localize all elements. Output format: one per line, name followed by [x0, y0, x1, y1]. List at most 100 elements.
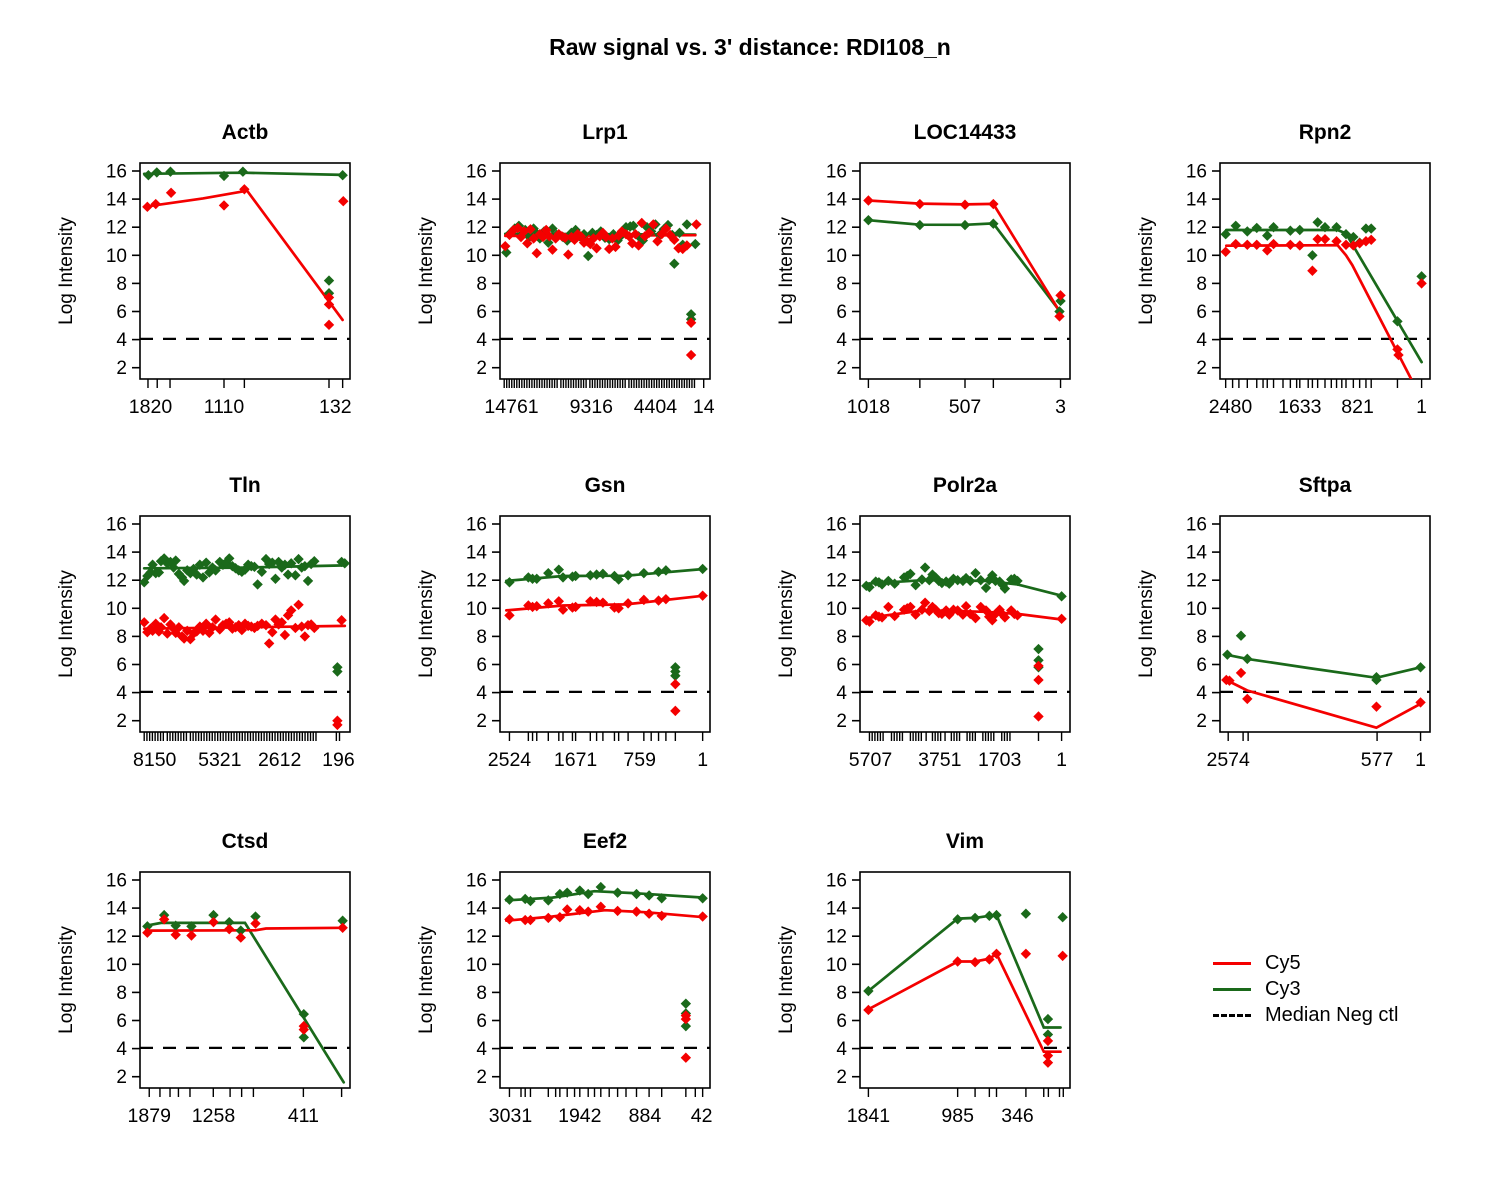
y-tick-label: 16 [106, 515, 127, 536]
y-tick-label: 12 [466, 571, 487, 592]
cy3-point [182, 565, 193, 576]
cy5-point [636, 217, 647, 229]
y-tick-label: 2 [1196, 358, 1207, 379]
y-tick-label: 10 [106, 955, 127, 976]
y-tick-label: 16 [1186, 515, 1207, 536]
y-tick-label: 8 [836, 274, 847, 295]
y-tick-label: 6 [836, 655, 847, 676]
cy5-point [531, 247, 542, 259]
cy3-point [276, 562, 287, 573]
y-tick-label: 12 [466, 218, 487, 239]
y-tick-label: 16 [826, 871, 847, 892]
plot-box [499, 515, 711, 733]
cy3-point [670, 670, 681, 681]
x-tick-label: 9316 [570, 396, 613, 418]
y-tick-label: 14 [466, 190, 488, 211]
y-tick-label: 12 [826, 927, 847, 948]
y-tick-label: 8 [116, 274, 127, 295]
panel-actb: Actb Log Intensity 2 4 6 8 10 12 14 16 1820 1110 132 [56, 121, 352, 418]
y-tick-label: 14 [106, 543, 128, 564]
cy5-point [988, 198, 999, 210]
cy3-point [1415, 662, 1426, 673]
cy3-point [218, 170, 230, 182]
panel-sftpa: Sftpa Log Intensity 2 4 6 8 10 12 14 16 2574 577 1 [1136, 474, 1431, 771]
plot-box [499, 162, 711, 380]
x-tick-label: 42 [691, 1105, 713, 1127]
cy5-point [944, 609, 955, 620]
cy5-point [914, 198, 926, 210]
cy5-point [150, 198, 161, 210]
cy3-point [504, 577, 515, 588]
y-tick-label: 12 [1186, 571, 1207, 592]
cy5-point [239, 618, 251, 629]
plot-box [499, 871, 711, 1089]
x-tick-label: 1 [1415, 749, 1426, 771]
panel-lrp1: Lrp1 Log Intensity 2 4 6 8 10 12 14 16 14761 9316 44… [416, 121, 715, 418]
cy3-point [680, 1020, 692, 1032]
x-tick-label: 196 [322, 749, 355, 771]
cy3-point [1262, 230, 1273, 241]
y-tick-label: 4 [116, 683, 127, 704]
cy3-point [1307, 250, 1318, 261]
y-tick-label: 4 [1196, 330, 1207, 351]
cy5-point [1057, 950, 1068, 962]
cy3-point [293, 553, 304, 565]
y-tick-label: 6 [476, 1011, 487, 1032]
y-tick-label: 16 [826, 515, 847, 536]
y-tick-label: 14 [1186, 190, 1208, 211]
y-tick-label: 8 [116, 983, 127, 1004]
legend-item-median-neg-ctl: Median Neg ctl [1213, 1002, 1398, 1028]
x-tick-label: 1841 [847, 1105, 890, 1127]
cy3-point [975, 575, 986, 586]
y-tick-label: 14 [106, 190, 128, 211]
cy3-point [578, 229, 590, 240]
plot-box [1219, 515, 1431, 733]
plot-box [859, 162, 1071, 380]
panel-loc14433: LOC14433 Log Intensity 2 4 6 8 10 12 14 16 1018 507… [776, 121, 1071, 418]
cy5-point [685, 317, 697, 328]
y-tick-label: 2 [476, 358, 487, 379]
y-tick-label: 2 [476, 1067, 487, 1088]
y-tick-label: 12 [106, 571, 127, 592]
y-tick-label: 2 [836, 1067, 847, 1088]
y-axis-label: Log Intensity [416, 926, 437, 1034]
x-tick-label: 1018 [847, 396, 890, 418]
cy3-point [197, 572, 209, 583]
median-neg-ctl-dash-swatch [1213, 1013, 1251, 1017]
cy3-point [170, 555, 181, 566]
panel-eef2: Eef2 Log Intensity 2 4 6 8 10 12 14 16 3031 1942 884… [416, 830, 713, 1127]
x-tick-label: 1879 [128, 1105, 171, 1127]
cy5-point [158, 612, 170, 624]
cy5-point [1033, 711, 1044, 722]
y-tick-label: 12 [106, 927, 127, 948]
cy5-point [1042, 1035, 1054, 1047]
x-tick-label: 2574 [1206, 749, 1250, 771]
plot-box [139, 162, 351, 380]
y-tick-label: 6 [1196, 302, 1207, 323]
x-tick-label: 346 [1001, 1105, 1034, 1127]
y-tick-label: 4 [476, 330, 487, 351]
cy3-point [1235, 630, 1247, 641]
y-tick-label: 8 [1196, 627, 1207, 648]
cy3-trend-line [1224, 228, 1423, 364]
y-tick-label: 10 [106, 246, 127, 267]
cy3-point [531, 573, 542, 584]
x-tick-label: 507 [949, 396, 982, 418]
cy5-point [562, 904, 573, 915]
y-tick-label: 16 [466, 162, 487, 183]
y-tick-label: 2 [1196, 711, 1207, 732]
cy5-point [959, 199, 971, 210]
cy3-point [662, 219, 674, 231]
x-tick-label: 1110 [204, 396, 245, 418]
cy3-point [1285, 225, 1296, 236]
x-tick-label: 4404 [634, 396, 678, 418]
cy5-trend-line [504, 908, 706, 923]
cy5-point [681, 240, 693, 251]
y-tick-label: 14 [1186, 543, 1208, 564]
cy3-point [158, 553, 170, 564]
cy3-point [237, 166, 249, 177]
cy3-point [140, 577, 150, 588]
y-tick-label: 10 [466, 955, 487, 976]
x-tick-label: 3031 [489, 1105, 532, 1127]
